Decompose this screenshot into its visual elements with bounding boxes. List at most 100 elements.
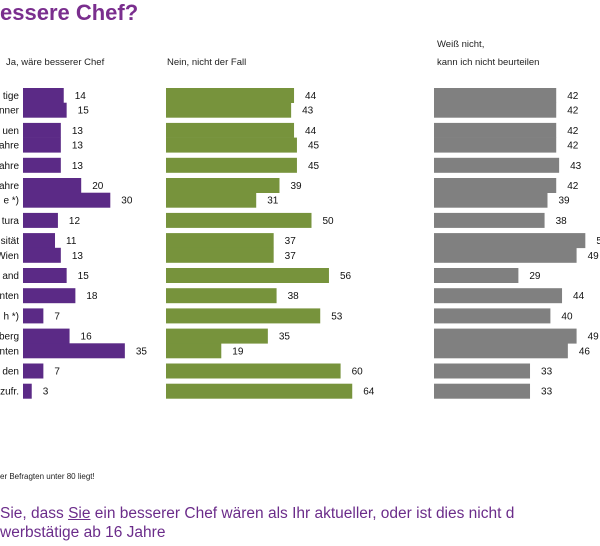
value-label-no-16: 64 [363,387,375,398]
column-header-dont-know-line1: Weiß nicht, [437,39,485,50]
bar-no-4 [166,157,297,173]
value-label-yes-7: 12 [69,216,81,227]
value-label-yes-5: 20 [92,181,104,192]
category-label-10: and [2,271,19,282]
bar-yes-9 [23,247,61,263]
value-label-dk-3: 42 [567,141,579,152]
value-label-yes-10: 15 [78,271,90,282]
column-header-dont-know-line2: kann ich nicht beurteilen [437,57,540,68]
value-label-dk-15: 33 [541,367,553,378]
bar-yes-11 [23,288,76,304]
value-label-no-8: 37 [285,236,297,247]
bar-yes-6 [23,192,111,208]
bar-dk-5 [434,178,557,193]
value-label-dk-13: 49 [588,332,600,343]
bar-yes-15 [23,363,44,379]
value-label-yes-6: 30 [121,196,133,207]
category-label-0: tige [3,91,20,102]
value-label-yes-0: 14 [75,91,87,102]
category-label-11: nten [0,291,19,302]
bar-yes-7 [23,212,58,228]
value-label-dk-7: 38 [556,216,568,227]
value-label-yes-14: 35 [136,346,148,357]
bar-dk-7 [434,212,545,228]
bar-dk-6 [434,192,548,208]
bar-no-2 [166,122,295,138]
question-text-before: Sie, dass [0,505,69,522]
value-label-yes-15: 7 [54,367,60,378]
value-label-no-11: 38 [288,291,300,302]
category-label-9: Wien [0,251,19,262]
bar-no-1 [166,102,292,118]
value-label-dk-0: 42 [567,91,579,102]
bar-no-8 [166,233,274,249]
bar-dk-11 [434,288,563,304]
bar-dk-14 [434,343,568,359]
value-label-dk-16: 33 [541,387,553,398]
column-header-yes: Ja, wäre besserer Chef [6,57,105,68]
bar-dk-4 [434,157,560,173]
value-label-yes-16: 3 [43,387,49,398]
bar-dk-13 [434,328,577,344]
bar-no-5 [166,178,280,193]
value-label-dk-10: 29 [529,271,541,282]
bar-no-12 [166,308,321,324]
value-label-no-13: 35 [279,332,291,343]
value-label-yes-1: 15 [78,106,90,117]
bar-no-14 [166,343,222,359]
value-label-yes-8: 11 [66,236,77,247]
value-label-yes-13: 16 [81,332,93,343]
value-label-no-2: 44 [305,126,317,137]
value-label-dk-1: 42 [567,106,579,117]
question-text-after: ein besserer Chef wären als Ihr aktuelle… [90,505,515,522]
question-line-2: werbstätige ab 16 Jahre [0,524,166,541]
value-label-yes-12: 7 [54,311,60,322]
bar-yes-4 [23,157,61,173]
category-label-2: uen [2,126,19,137]
category-label-13: berg [0,332,19,343]
bar-dk-12 [434,308,551,324]
value-label-no-3: 45 [308,141,320,152]
value-label-no-4: 45 [308,161,320,172]
bar-yes-12 [23,308,44,324]
value-label-dk-6: 39 [558,196,570,207]
category-label-1: nner [0,106,20,117]
bar-no-9 [166,247,274,263]
category-label-5: ahre [0,181,19,192]
value-label-no-14: 19 [232,346,244,357]
bar-no-15 [166,363,341,379]
value-label-no-12: 53 [331,311,343,322]
bar-yes-14 [23,343,125,359]
question-text-underlined: Sie [68,505,91,522]
category-label-16: zufr. [0,387,19,398]
bar-dk-9 [434,247,577,263]
bar-yes-16 [23,383,32,399]
category-label-12: h *) [3,311,19,322]
bar-no-3 [166,137,297,153]
value-label-dk-5: 42 [567,181,579,192]
value-label-dk-14: 46 [579,346,591,357]
value-label-no-15: 60 [352,367,364,378]
category-label-15: den [2,367,19,378]
value-label-no-7: 50 [323,216,335,227]
category-label-8: sität [1,236,20,247]
bar-dk-3 [434,137,557,153]
column-header-no: Nein, nicht der Fall [167,57,247,68]
bar-yes-8 [23,233,56,249]
value-label-dk-2: 42 [567,126,579,137]
bar-no-7 [166,212,312,228]
value-label-dk-9: 49 [588,251,600,262]
bar-chart: tige 14 44 42 nner 15 43 42 uen 13 44 42 ahre 13 45 42 a… [0,88,600,399]
value-label-dk-12: 40 [561,311,573,322]
category-label-14: nten [0,346,19,357]
value-label-yes-9: 13 [72,251,84,262]
value-label-no-9: 37 [285,251,297,262]
value-label-yes-4: 13 [72,161,84,172]
bar-dk-10 [434,268,519,283]
category-label-4: ahre [0,161,19,172]
bar-no-13 [166,328,268,344]
bar-no-10 [166,268,329,283]
bar-yes-3 [23,137,61,153]
bar-dk-15 [434,363,531,379]
bar-yes-10 [23,268,67,283]
